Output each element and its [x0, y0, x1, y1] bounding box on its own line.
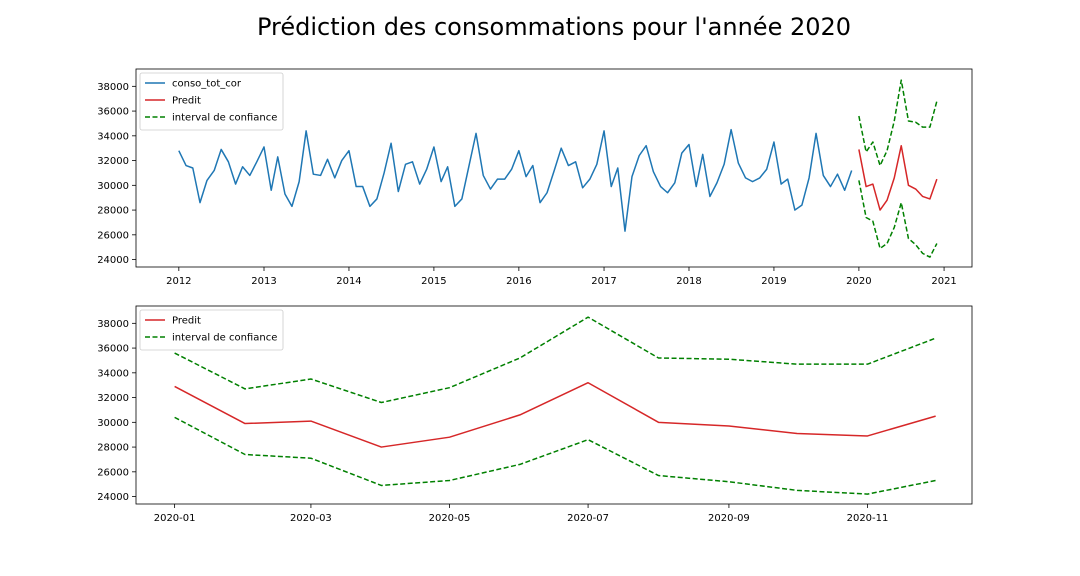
y-tick-label: 38000	[97, 319, 129, 330]
y-tick-label: 32000	[97, 156, 129, 167]
y-tick-label: 38000	[97, 82, 129, 93]
y-tick-label: 24000	[97, 492, 129, 503]
x-tick-label: 2020-01	[154, 513, 196, 524]
legend-label: Predit	[172, 96, 201, 107]
x-tick-label: 2018	[676, 276, 701, 287]
y-tick-label: 28000	[97, 206, 129, 217]
x-tick-label: 2020	[846, 276, 871, 287]
y-tick-label: 30000	[97, 418, 129, 429]
legend-box	[139, 309, 284, 351]
series-line-predit	[174, 381, 936, 448]
page-title: Prédiction des consommations pour l'anné…	[257, 13, 851, 41]
legend-label: conso_tot_cor	[172, 79, 242, 90]
series-line-confidence-lower	[174, 416, 936, 495]
x-tick-label: 2021	[931, 276, 956, 287]
y-tick-label: 24000	[97, 255, 129, 266]
x-tick-label: 2017	[591, 276, 616, 287]
y-tick-label: 32000	[97, 393, 129, 404]
x-tick-label: 2014	[336, 276, 361, 287]
y-tick-label: 36000	[97, 107, 129, 118]
x-tick-label: 2013	[251, 276, 276, 287]
legend-box	[139, 72, 284, 131]
x-tick-label: 2020-03	[290, 513, 332, 524]
y-tick-label: 34000	[97, 131, 129, 142]
x-tick-label: 2015	[421, 276, 446, 287]
legend-label: Predit	[172, 316, 201, 327]
y-tick-label: 34000	[97, 368, 129, 379]
legend-label: interval de confiance	[172, 113, 277, 124]
x-tick-label: 2019	[761, 276, 786, 287]
x-tick-label: 2020-11	[847, 513, 889, 524]
y-tick-label: 26000	[97, 230, 129, 241]
y-tick-label: 28000	[97, 443, 129, 454]
legend-label: interval de confiance	[172, 333, 277, 344]
y-tick-label: 36000	[97, 344, 129, 355]
x-tick-label: 2012	[166, 276, 191, 287]
series-line-confidence-lower	[858, 180, 938, 258]
chart-history-and-prediction: 2012 2013 2014 2015 2016 2017 2018 2019 2020 2021…	[97, 68, 973, 287]
x-tick-label: 2020-05	[429, 513, 471, 524]
series-line-interval-de-confiance	[858, 79, 938, 167]
chart-prediction-2020: 2020-01 2020-03 2020-05 2020-07 2020-09 2020-…	[97, 305, 973, 524]
x-tick-label: 2020-09	[708, 513, 750, 524]
series-line-interval-de-confiance	[174, 316, 936, 404]
axes-frame	[135, 68, 973, 268]
x-tick-label: 2020-07	[567, 513, 609, 524]
y-tick-label: 26000	[97, 467, 129, 478]
series-line-conso-tot-cor	[178, 128, 853, 232]
axes-frame	[135, 305, 973, 505]
y-tick-label: 30000	[97, 181, 129, 192]
x-tick-label: 2016	[506, 276, 531, 287]
series-line-predit	[858, 144, 938, 211]
